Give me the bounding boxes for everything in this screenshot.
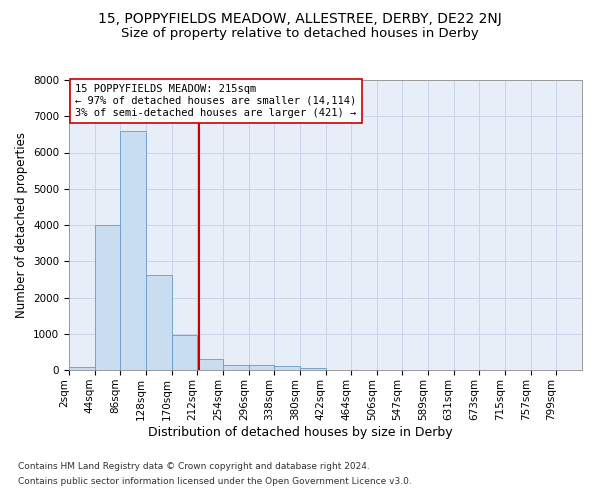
Text: Contains HM Land Registry data © Crown copyright and database right 2024.: Contains HM Land Registry data © Crown c… bbox=[18, 462, 370, 471]
Bar bbox=[300, 368, 326, 370]
Text: Contains public sector information licensed under the Open Government Licence v3: Contains public sector information licen… bbox=[18, 477, 412, 486]
Bar bbox=[121, 132, 146, 370]
Bar bbox=[172, 335, 197, 370]
Bar bbox=[146, 275, 172, 370]
Text: 15, POPPYFIELDS MEADOW, ALLESTREE, DERBY, DE22 2NJ: 15, POPPYFIELDS MEADOW, ALLESTREE, DERBY… bbox=[98, 12, 502, 26]
Text: Size of property relative to detached houses in Derby: Size of property relative to detached ho… bbox=[121, 28, 479, 40]
Bar bbox=[274, 366, 300, 370]
Text: Distribution of detached houses by size in Derby: Distribution of detached houses by size … bbox=[148, 426, 452, 439]
Bar bbox=[249, 366, 274, 370]
Bar bbox=[95, 225, 121, 370]
Bar bbox=[223, 366, 249, 370]
Bar bbox=[69, 367, 95, 370]
Bar bbox=[197, 359, 223, 370]
Y-axis label: Number of detached properties: Number of detached properties bbox=[14, 132, 28, 318]
Text: 15 POPPYFIELDS MEADOW: 215sqm
← 97% of detached houses are smaller (14,114)
3% o: 15 POPPYFIELDS MEADOW: 215sqm ← 97% of d… bbox=[75, 84, 356, 117]
